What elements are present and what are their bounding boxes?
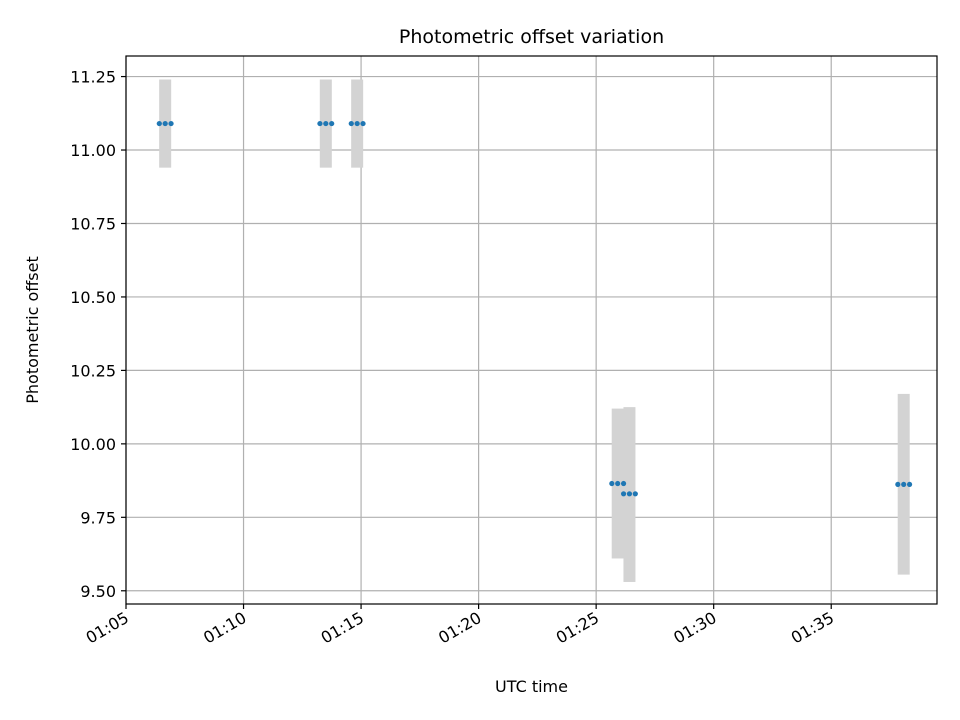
x-tick-label: 01:35 bbox=[788, 608, 837, 648]
data-point bbox=[354, 120, 360, 127]
x-tick-label: 01:05 bbox=[83, 608, 132, 648]
axis-ticks: 9.50 9.75 10.00 10.25 10.50 10.75 11.00 11.25 01… bbox=[70, 68, 837, 648]
y-tick-label: 9.50 bbox=[80, 582, 116, 601]
data-point bbox=[632, 491, 638, 497]
x-tick-label: 01:15 bbox=[318, 608, 367, 648]
data-point bbox=[156, 120, 162, 127]
data-point bbox=[360, 120, 366, 127]
data-point bbox=[168, 120, 174, 127]
x-tick-label: 01:20 bbox=[435, 608, 484, 648]
y-tick-label: 10.00 bbox=[70, 435, 116, 454]
data-point bbox=[615, 480, 621, 487]
x-tick-label: 01:25 bbox=[553, 608, 602, 648]
y-tick-label: 10.25 bbox=[70, 361, 116, 380]
y-tick-label: 10.50 bbox=[70, 288, 116, 307]
data-point bbox=[323, 120, 329, 127]
data-point bbox=[901, 481, 907, 488]
grid-lines bbox=[125, 56, 937, 604]
data-point bbox=[317, 120, 323, 127]
x-axis-label: UTC time bbox=[495, 677, 568, 696]
data-point bbox=[906, 481, 913, 488]
x-tick-label: 01:10 bbox=[200, 608, 249, 648]
y-tick-label: 11.25 bbox=[70, 68, 116, 87]
data-point bbox=[162, 120, 168, 127]
y-tick-label: 9.75 bbox=[80, 508, 116, 527]
error-bands bbox=[159, 79, 910, 582]
data-point bbox=[329, 120, 335, 127]
plot-frame bbox=[125, 55, 938, 605]
y-tick-label: 11.00 bbox=[70, 141, 116, 160]
y-tick-label: 10.75 bbox=[70, 214, 116, 233]
data-point bbox=[348, 120, 354, 127]
data-point bbox=[609, 480, 615, 487]
data-point bbox=[626, 491, 633, 497]
data-point bbox=[620, 491, 627, 497]
data-points bbox=[156, 120, 913, 497]
x-tick-label: 01:30 bbox=[670, 608, 719, 648]
y-axis-label: Photometric offset bbox=[23, 256, 42, 404]
chart-title: Photometric offset variation bbox=[399, 26, 664, 48]
data-point bbox=[895, 481, 901, 488]
data-point bbox=[620, 480, 627, 487]
